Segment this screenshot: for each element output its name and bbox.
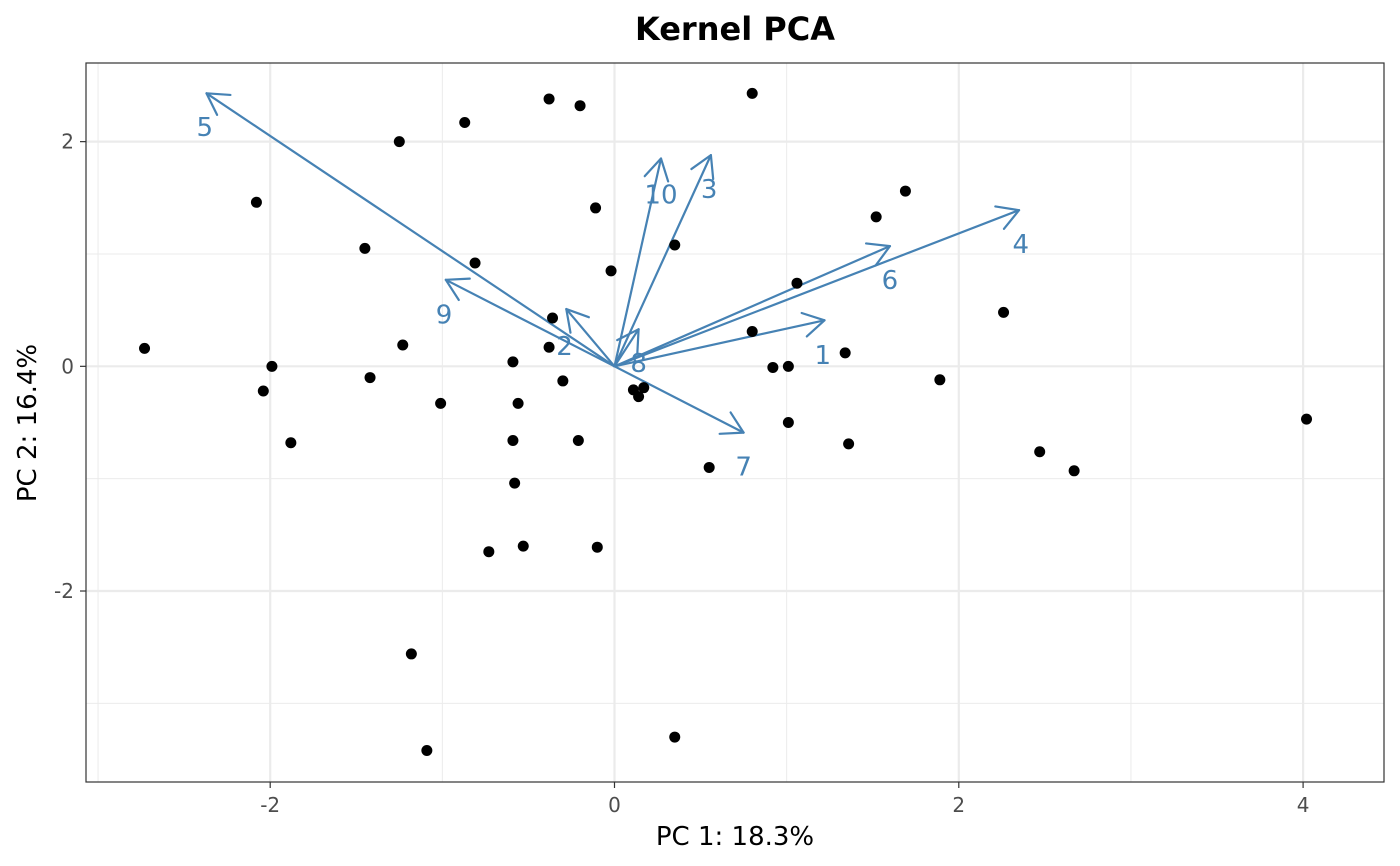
data-point xyxy=(870,211,882,223)
loading-arrowhead-3 xyxy=(690,154,715,181)
data-points xyxy=(139,87,1313,757)
loading-arrowhead-7 xyxy=(718,411,745,435)
data-point xyxy=(791,277,803,289)
y-axis-title: PC 2: 16.4% xyxy=(13,344,43,502)
loading-arrow-3 xyxy=(613,154,712,368)
data-point xyxy=(767,361,779,373)
data-point xyxy=(250,196,262,208)
data-point xyxy=(843,438,855,450)
data-point xyxy=(285,437,297,449)
data-point xyxy=(469,257,481,269)
data-point xyxy=(266,360,278,372)
x-tick-label: 2 xyxy=(952,793,965,817)
data-point xyxy=(605,265,617,277)
chart-title: Kernel PCA xyxy=(635,10,835,48)
loading-arrow-10 xyxy=(613,157,663,368)
loading-arrow-9 xyxy=(444,278,616,368)
x-tick-label: 0 xyxy=(608,793,621,817)
y-tick-label: 0 xyxy=(61,354,74,378)
data-point xyxy=(359,242,371,254)
data-point xyxy=(557,375,569,387)
data-point xyxy=(139,342,151,354)
data-point xyxy=(839,347,851,359)
loading-arrowhead-1 xyxy=(800,311,826,338)
data-point xyxy=(507,434,519,446)
loading-arrowhead-6 xyxy=(864,242,892,267)
data-point xyxy=(543,341,555,353)
data-point xyxy=(459,117,471,129)
loading-label-1: 1 xyxy=(815,341,832,371)
data-point xyxy=(590,202,602,214)
loading-arrow-2 xyxy=(565,307,616,368)
loading-label-9: 9 xyxy=(436,301,453,331)
loading-label-7: 7 xyxy=(735,452,752,482)
data-point xyxy=(517,540,529,552)
data-point xyxy=(638,382,650,394)
data-point xyxy=(1034,446,1046,458)
loading-arrow-6 xyxy=(613,245,892,368)
data-point xyxy=(435,397,447,409)
axis-ticks: -2 0 2 4 -2 0 2 xyxy=(54,130,1309,817)
data-point xyxy=(1068,465,1080,477)
loading-label-10: 10 xyxy=(644,180,677,210)
loading-arrow-8 xyxy=(613,328,640,368)
x-axis-title: PC 1: 18.3% xyxy=(656,822,814,852)
loading-arrow-7 xyxy=(613,365,745,434)
data-point xyxy=(591,541,603,553)
data-point xyxy=(483,546,495,558)
y-tick-label: 2 xyxy=(61,130,74,154)
data-point xyxy=(393,136,405,148)
loading-arrow-4 xyxy=(613,209,1021,368)
loading-arrowhead-5 xyxy=(205,92,232,116)
data-point xyxy=(257,385,269,397)
loading-arrowhead-2 xyxy=(565,307,590,334)
data-point xyxy=(509,477,521,489)
data-point xyxy=(746,87,758,99)
data-point xyxy=(782,360,794,372)
data-point xyxy=(543,93,555,105)
data-point xyxy=(998,306,1010,318)
loading-arrowhead-4 xyxy=(994,205,1021,230)
plot-panel xyxy=(86,63,1384,782)
loading-label-4: 4 xyxy=(1012,230,1029,260)
loading-arrowhead-8 xyxy=(616,328,640,355)
loading-label-6: 6 xyxy=(882,266,899,296)
data-point xyxy=(1301,413,1313,425)
data-point xyxy=(421,745,433,757)
data-point xyxy=(364,372,376,384)
loading-arrow-5 xyxy=(205,92,616,368)
y-tick-label: -2 xyxy=(54,579,74,603)
data-point xyxy=(934,374,946,386)
grid-lines xyxy=(86,63,1384,782)
data-point xyxy=(746,326,758,338)
loading-label-8: 8 xyxy=(630,349,647,379)
data-point xyxy=(507,356,519,368)
data-point xyxy=(397,339,409,351)
loading-arrow-1 xyxy=(613,319,826,368)
data-point xyxy=(512,397,524,409)
loading-label-3: 3 xyxy=(701,175,718,205)
data-point xyxy=(703,461,715,473)
loading-arrowhead-9 xyxy=(444,277,471,302)
data-point xyxy=(572,434,584,446)
data-point xyxy=(405,648,417,660)
data-point xyxy=(633,391,645,403)
data-point xyxy=(547,312,559,324)
loading-arrowhead-10 xyxy=(643,157,670,183)
x-tick-label: -2 xyxy=(260,793,280,817)
data-point xyxy=(574,100,586,112)
x-tick-label: 4 xyxy=(1297,793,1310,817)
data-point xyxy=(899,185,911,197)
loading-label-5: 5 xyxy=(197,113,214,143)
data-point xyxy=(669,731,681,743)
data-point xyxy=(782,417,794,428)
data-point xyxy=(669,239,681,251)
plot-border xyxy=(85,62,1385,783)
